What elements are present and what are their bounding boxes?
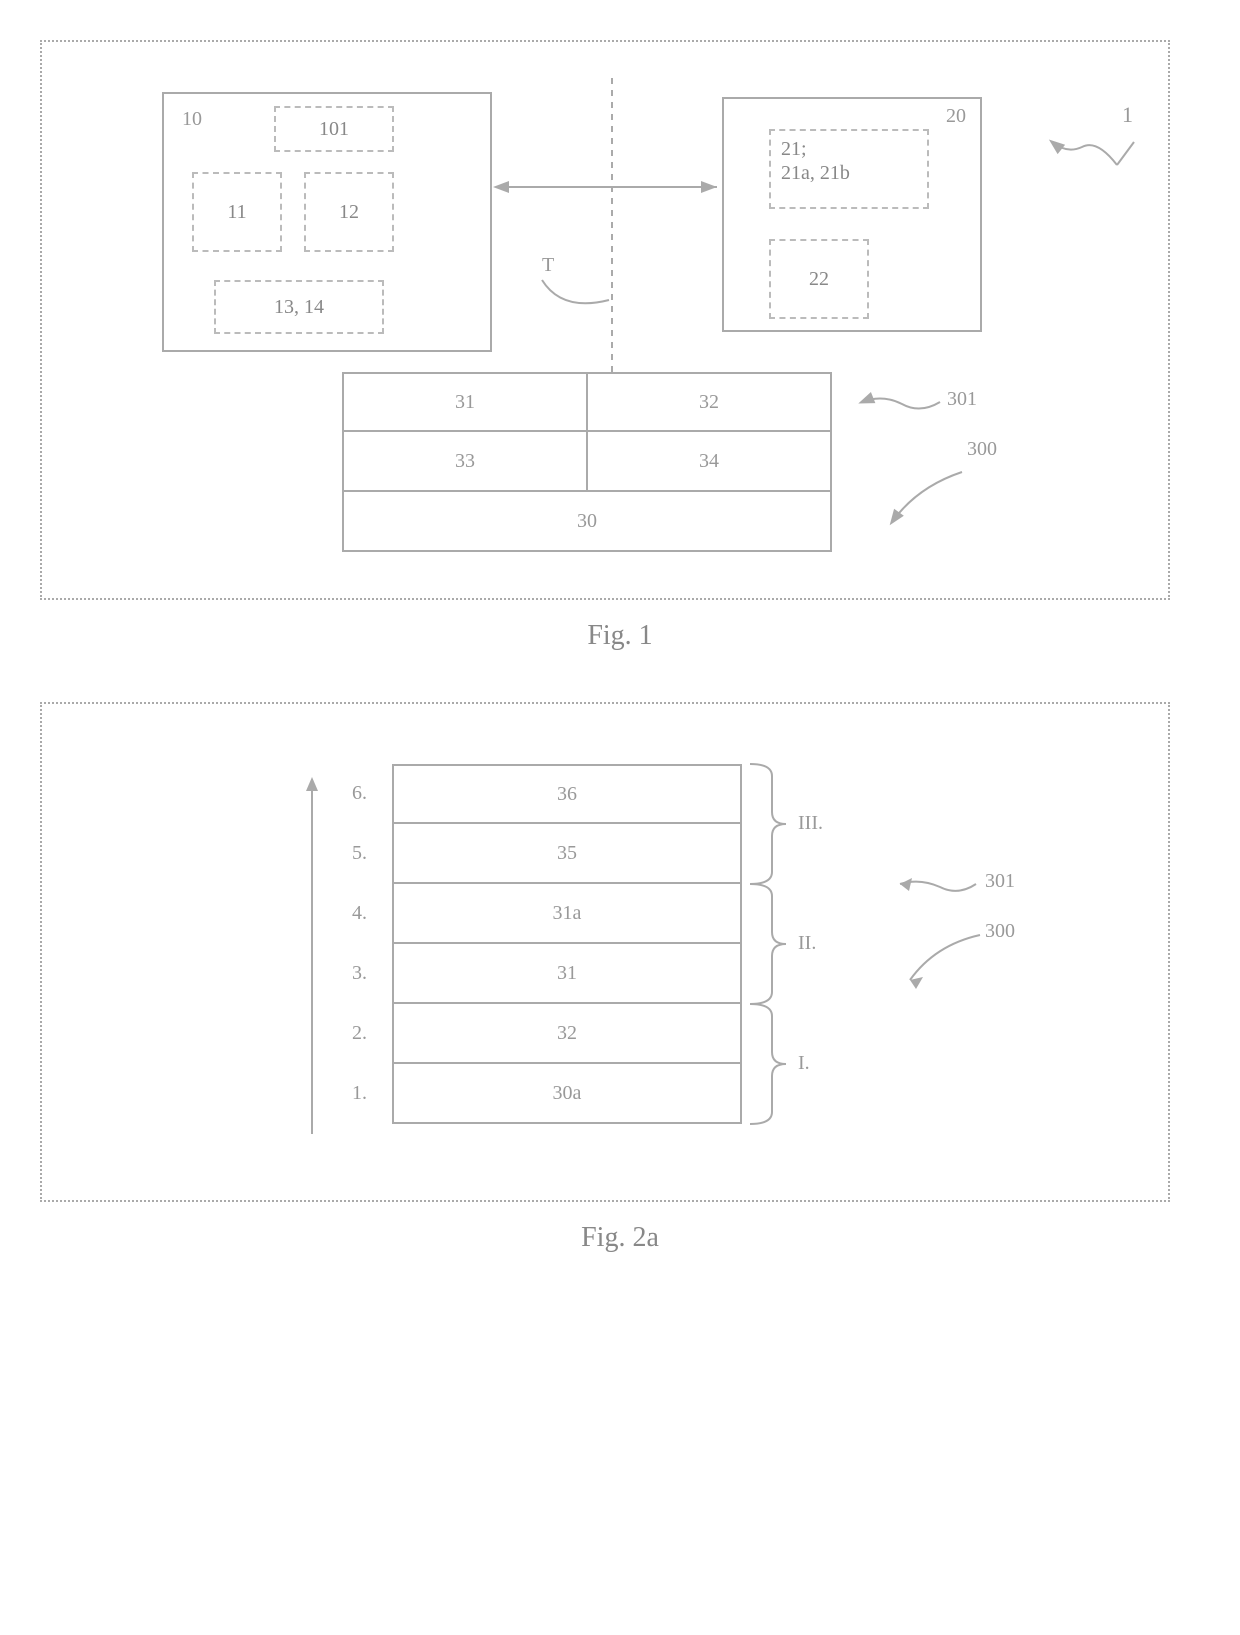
group-label: II. — [798, 932, 816, 955]
block-13-14: 13, 14 — [214, 280, 384, 334]
t-label: T — [542, 254, 554, 277]
figure-2a-caption: Fig. 2a — [40, 1222, 1200, 1254]
row-index: 6. — [352, 782, 367, 805]
ref-300: 300 — [967, 438, 997, 461]
block-12: 12 — [304, 172, 394, 252]
layer-row: 35 — [392, 824, 742, 884]
figure-1: T 10 101 11 12 13, 14 20 21;21a, 21b 22 1 301 300 31… — [40, 40, 1170, 600]
layer-row: 36 — [392, 764, 742, 824]
block-11: 11 — [192, 172, 282, 252]
layer-stack: 363531a313230a — [392, 764, 742, 1124]
block-101: 101 — [274, 106, 394, 152]
cell-30: 30 — [342, 492, 832, 552]
ref-1: 1 — [1122, 102, 1133, 128]
block-21-line1: 21; — [781, 137, 807, 161]
cell-32: 32 — [586, 372, 832, 432]
table-300: 3132333430 — [342, 372, 832, 552]
block-21: 21;21a, 21b — [769, 129, 929, 209]
cell-34: 34 — [586, 432, 832, 492]
group-label: I. — [798, 1052, 810, 1075]
ref-301: 301 — [985, 870, 1015, 893]
cell-31: 31 — [342, 372, 586, 432]
layer-row: 31 — [392, 944, 742, 1004]
ref-300: 300 — [985, 920, 1015, 943]
block-20: 20 21;21a, 21b 22 — [722, 97, 982, 332]
row-index: 5. — [352, 842, 367, 865]
block-21-line2: 21a, 21b — [781, 161, 850, 185]
ref-301: 301 — [947, 388, 977, 411]
figure-2a: 363531a313230a 6. 5. 4. 3. 2. 1. III. II. I. 301 30… — [40, 702, 1170, 1202]
cell-33: 33 — [342, 432, 586, 492]
row-index: 3. — [352, 962, 367, 985]
layer-row: 32 — [392, 1004, 742, 1064]
row-index: 1. — [352, 1082, 367, 1105]
block-10: 10 101 11 12 13, 14 — [162, 92, 492, 352]
layer-row: 30a — [392, 1064, 742, 1124]
row-index: 2. — [352, 1022, 367, 1045]
group-label: III. — [798, 812, 823, 835]
layer-row: 31a — [392, 884, 742, 944]
figure-1-caption: Fig. 1 — [40, 620, 1200, 652]
block-22: 22 — [769, 239, 869, 319]
block-20-label: 20 — [946, 105, 966, 128]
block-10-label: 10 — [182, 108, 202, 131]
row-index: 4. — [352, 902, 367, 925]
